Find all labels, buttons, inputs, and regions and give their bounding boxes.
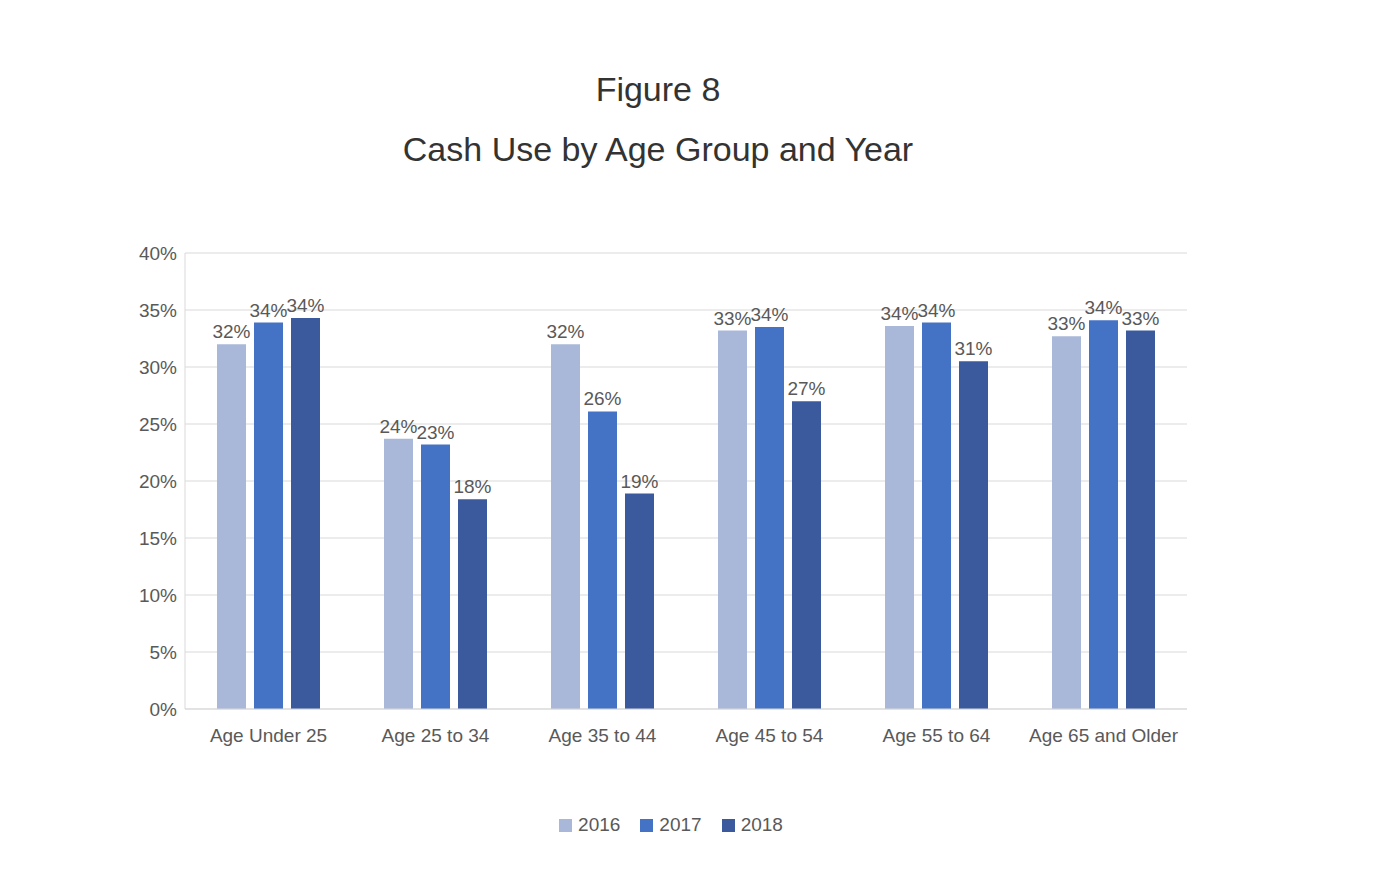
svg-text:10%: 10%	[139, 585, 177, 606]
html-text:2017: 2017	[659, 814, 702, 835]
svg-text:27%: 27%	[787, 378, 825, 399]
svg-text:0%: 0%	[150, 699, 178, 720]
svg-text:15%: 15%	[139, 528, 177, 549]
svg-text:34%: 34%	[750, 304, 788, 325]
html-text:Figure 8: Figure 8	[595, 70, 721, 108]
svg-text:34%: 34%	[917, 300, 955, 321]
svg-text:26%: 26%	[583, 388, 621, 409]
svg-text:35%: 35%	[139, 300, 177, 321]
html-text:2016: 2016	[578, 814, 621, 835]
svg-text:Age 25 to 34: Age 25 to 34	[382, 725, 490, 746]
html-text:Cash Use by Age Group and Year: Cash Use by Age Group and Year	[402, 130, 914, 168]
svg-text:25%: 25%	[139, 414, 177, 435]
svg-text:5%: 5%	[150, 642, 178, 663]
svg-text:31%: 31%	[954, 338, 992, 359]
svg-text:32%: 32%	[546, 321, 584, 342]
svg-text:Age 55 to 64: Age 55 to 64	[883, 725, 991, 746]
svg-text:Age 65 and Older: Age 65 and Older	[1029, 725, 1179, 746]
svg-text:34%: 34%	[286, 295, 324, 316]
svg-text:Age Under 25: Age Under 25	[210, 725, 327, 746]
svg-text:34%: 34%	[1084, 297, 1122, 318]
svg-text:19%: 19%	[620, 471, 658, 492]
html-text:2018: 2018	[740, 814, 783, 835]
svg-text:23%: 23%	[416, 422, 454, 443]
svg-text:18%: 18%	[453, 476, 491, 497]
svg-text:Age 35 to 44: Age 35 to 44	[549, 725, 657, 746]
svg-text:Age 45 to 54: Age 45 to 54	[716, 725, 824, 746]
svg-text:40%: 40%	[139, 243, 177, 264]
svg-text:30%: 30%	[139, 357, 177, 378]
svg-text:33%: 33%	[1047, 313, 1085, 334]
svg-text:32%: 32%	[212, 321, 250, 342]
svg-text:20%: 20%	[139, 471, 177, 492]
svg-text:24%: 24%	[379, 416, 417, 437]
svg-text:33%: 33%	[1121, 308, 1159, 329]
svg-text:34%: 34%	[880, 303, 918, 324]
svg-text:34%: 34%	[249, 300, 287, 321]
svg-text:33%: 33%	[713, 308, 751, 329]
